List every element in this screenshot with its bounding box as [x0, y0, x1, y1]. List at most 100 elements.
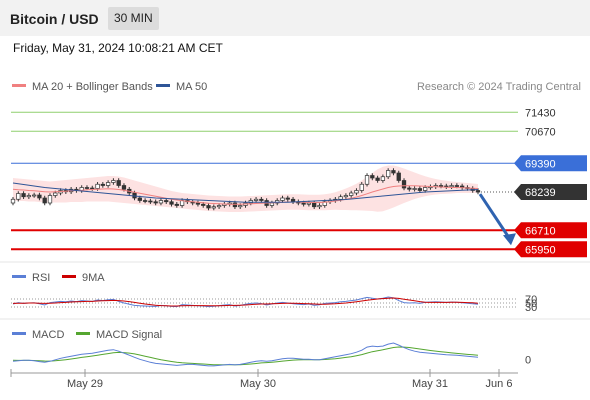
candle-body — [423, 187, 428, 191]
legend-label: MA 50 — [176, 81, 207, 93]
candle-body — [475, 190, 481, 193]
candle-body — [407, 187, 412, 190]
candle-body — [259, 198, 264, 201]
candle-body — [216, 205, 222, 208]
x-axis-label: Jun 6 — [486, 378, 513, 390]
candle-body — [137, 197, 142, 201]
candle-body — [105, 182, 111, 186]
candle — [317, 203, 322, 209]
price-level-label: 66710 — [525, 225, 556, 237]
candle-body — [285, 197, 290, 200]
candle — [10, 197, 16, 206]
candle — [169, 199, 174, 207]
candle-body — [449, 185, 454, 188]
candle — [105, 180, 111, 188]
x-axis-label: May 31 — [412, 378, 448, 390]
candle — [280, 195, 285, 203]
rsi-level-label: 50 — [525, 298, 537, 310]
candle-body — [206, 205, 211, 209]
candle-body — [26, 195, 32, 198]
candle-body — [211, 206, 216, 209]
bollinger-band — [13, 165, 478, 212]
candle — [195, 200, 201, 207]
candle-body — [454, 185, 460, 187]
candle-body — [380, 176, 386, 181]
rsi-level-label: 70 — [525, 294, 537, 306]
instrument-title: Bitcoin / USD — [10, 11, 99, 27]
candle-body — [121, 185, 127, 190]
price-level-label: 71430 — [525, 107, 556, 119]
candle — [396, 170, 401, 183]
candle — [158, 198, 164, 206]
candle-body — [354, 190, 359, 194]
legend-swatch — [12, 275, 26, 278]
candle-body — [401, 180, 407, 189]
candle-body — [100, 183, 105, 186]
candle — [386, 168, 391, 179]
candle-body — [391, 170, 396, 174]
candle-body — [269, 202, 275, 206]
candle — [417, 186, 423, 193]
candle-body — [232, 202, 238, 208]
candle-body — [90, 187, 95, 190]
candle — [164, 198, 169, 204]
price-level-label: 70670 — [525, 126, 556, 138]
candle — [407, 185, 412, 192]
candle-body — [280, 197, 285, 201]
price-label-box — [514, 155, 587, 172]
candle-body — [111, 180, 116, 183]
rsi-level-label: 30 — [525, 302, 537, 314]
candle-body — [238, 205, 243, 208]
macd-signal-line — [12, 346, 479, 366]
chart-header: Bitcoin / USD 30 MIN — [0, 0, 590, 36]
candle-body — [95, 183, 100, 189]
candle — [42, 195, 47, 206]
legend-label: 9MA — [82, 272, 105, 284]
legend-label: RSI — [32, 272, 50, 284]
candle-body — [16, 193, 21, 200]
candle-body — [417, 188, 423, 191]
chart-timestamp: Friday, May 31, 2024 10:08:21 AM CET — [13, 41, 223, 55]
candle-body — [47, 195, 53, 204]
x-axis-label: May 29 — [67, 378, 103, 390]
candle-body — [306, 202, 312, 205]
price-label-box — [514, 222, 587, 239]
legend-label: MACD Signal — [96, 329, 162, 341]
candle — [47, 193, 53, 206]
candle — [343, 193, 349, 199]
candle-body — [253, 198, 259, 201]
candle-body — [338, 196, 343, 200]
legend-swatch — [76, 332, 90, 335]
candle-body — [412, 188, 417, 190]
candle — [359, 182, 364, 193]
candle — [153, 199, 158, 206]
candle-body — [364, 175, 370, 185]
candle — [37, 192, 42, 201]
candle — [31, 192, 37, 198]
candle-body — [116, 180, 121, 186]
candle-body — [84, 187, 90, 189]
candle — [100, 182, 105, 188]
candle — [354, 188, 359, 196]
candle-body — [386, 170, 391, 178]
candle-body — [370, 175, 375, 179]
candle-body — [53, 192, 58, 196]
candle-body — [142, 200, 148, 202]
candle-body — [201, 203, 206, 206]
price-level-label: 65950 — [525, 244, 556, 256]
candle-body — [359, 183, 364, 191]
price-label-box — [514, 184, 587, 201]
forecast-arrow — [478, 193, 512, 241]
macd-level-label: 0 — [525, 354, 531, 366]
candle — [364, 173, 370, 187]
candle-body — [21, 193, 26, 198]
timeframe-badge[interactable]: 30 MIN — [108, 7, 159, 30]
candle-body — [396, 172, 401, 181]
ma20-line — [12, 185, 479, 205]
candle — [16, 191, 21, 202]
candle — [211, 204, 216, 211]
legend-label: MACD — [32, 329, 64, 341]
candle-body — [349, 192, 354, 196]
candle — [349, 190, 354, 198]
